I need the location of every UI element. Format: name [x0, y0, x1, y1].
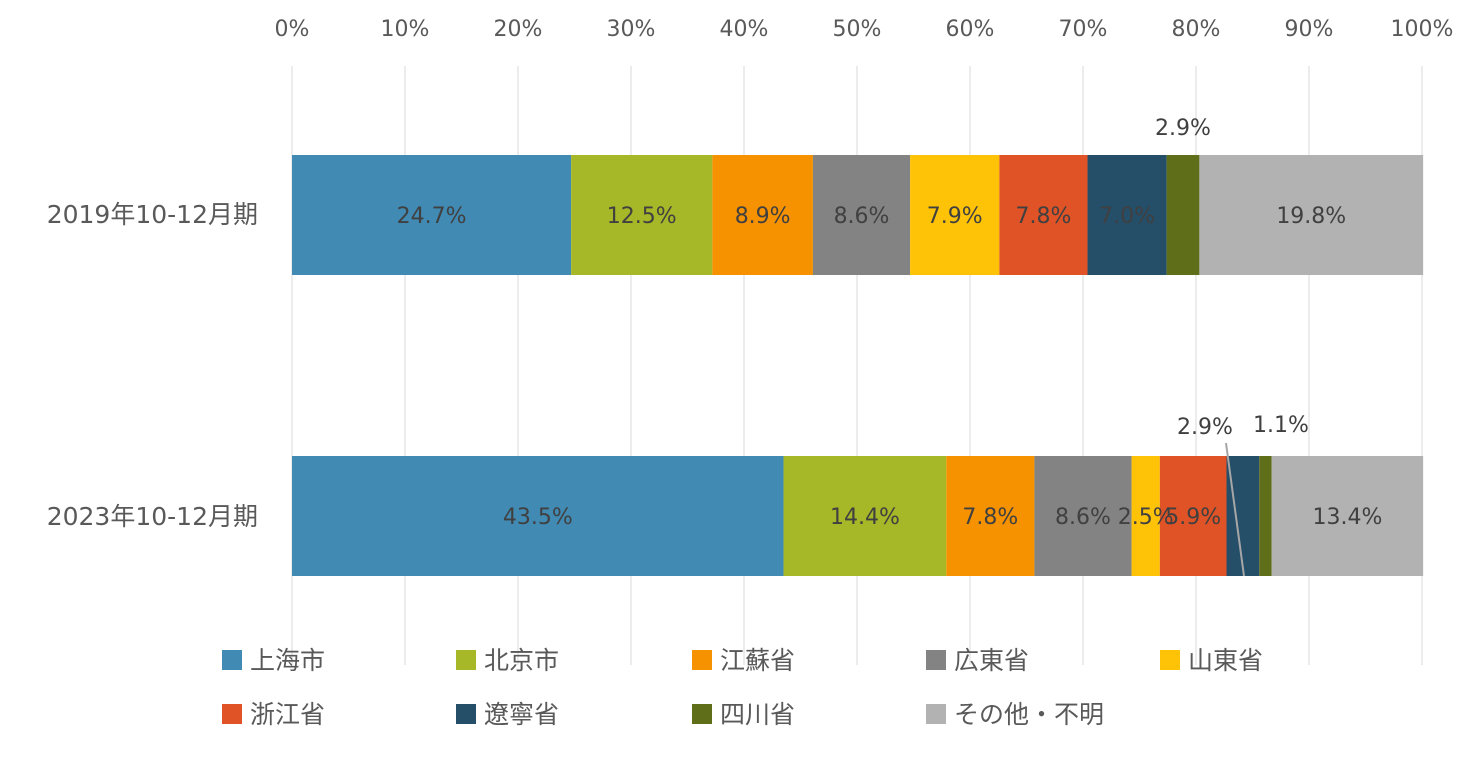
- legend-swatch: [1160, 650, 1180, 670]
- x-tick-label: 40%: [720, 17, 769, 42]
- x-tick-label: 0%: [275, 17, 310, 42]
- data-label: 7.0%: [1099, 204, 1155, 229]
- data-label: 2.9%: [1177, 415, 1233, 440]
- bar-segment: [712, 155, 813, 275]
- x-tick-label: 90%: [1285, 17, 1334, 42]
- leader-line: [1225, 442, 1245, 577]
- bar-segment: [571, 155, 713, 275]
- x-tick-label: 70%: [1059, 17, 1108, 42]
- category-label: 2019年10-12月期: [47, 200, 258, 229]
- x-tick-label: 60%: [946, 17, 995, 42]
- legend-swatch: [456, 650, 476, 670]
- category-labels: 2019年10-12月期 2023年10-12月期: [47, 200, 258, 531]
- legend-label: 広東省: [954, 646, 1029, 675]
- data-label: 8.6%: [1055, 505, 1111, 530]
- bar-segment: [1131, 456, 1160, 576]
- data-label: 2.9%: [1155, 116, 1211, 141]
- x-tick-label: 10%: [381, 17, 430, 42]
- legend-label: 遼寧省: [484, 700, 559, 729]
- bar-segment: [1166, 155, 1200, 275]
- legend-label: 浙江省: [250, 700, 325, 729]
- data-label: 12.5%: [607, 204, 677, 229]
- data-label: 7.9%: [927, 204, 983, 229]
- x-axis-tick-labels: 0% 10% 20% 30% 40% 50% 60% 70% 80% 90% 100%: [275, 17, 1454, 42]
- data-label: 14.4%: [830, 505, 900, 530]
- data-label: 5.9%: [1165, 505, 1221, 530]
- x-tick-label: 30%: [607, 17, 656, 42]
- bar-segment: [999, 155, 1088, 275]
- bar-segment: [1271, 456, 1424, 576]
- x-tick-label: 20%: [494, 17, 543, 42]
- legend-label: その他・不明: [954, 700, 1104, 729]
- data-label: 7.8%: [962, 505, 1018, 530]
- bar-segment: [1034, 456, 1132, 576]
- data-label: 24.7%: [397, 204, 467, 229]
- x-tick-label: 50%: [833, 17, 882, 42]
- bar-segment: [292, 456, 784, 576]
- legend-label: 北京市: [484, 646, 559, 675]
- data-label: 8.6%: [834, 204, 890, 229]
- legend-swatch: [926, 650, 946, 670]
- bar-segment: [1226, 456, 1260, 576]
- legend-label: 江蘇省: [720, 646, 795, 675]
- legend-swatch: [222, 704, 242, 724]
- data-label: 19.8%: [1276, 204, 1346, 229]
- legend-swatch: [926, 704, 946, 724]
- bars: [292, 155, 1424, 576]
- legend-swatch: [456, 704, 476, 724]
- legend-swatch: [692, 650, 712, 670]
- bar-segment: [910, 155, 1000, 275]
- bar-segment: [1159, 456, 1227, 576]
- legend-swatch: [222, 650, 242, 670]
- x-tick-label: 100%: [1391, 17, 1454, 42]
- legend-swatch: [692, 704, 712, 724]
- bar-segment: [1199, 155, 1424, 275]
- data-label: 8.9%: [735, 204, 791, 229]
- bar-segment: [1259, 456, 1272, 576]
- bar-segment: [1087, 155, 1167, 275]
- x-tick-label: 80%: [1172, 17, 1221, 42]
- data-label: 7.8%: [1015, 204, 1071, 229]
- category-label: 2023年10-12月期: [47, 502, 258, 531]
- bar-segment: [946, 456, 1035, 576]
- bar-segment: [783, 456, 947, 576]
- data-label: 1.1%: [1253, 413, 1309, 438]
- data-label: 13.4%: [1312, 505, 1382, 530]
- legend-label: 上海市: [250, 646, 325, 675]
- bar-segment: [812, 155, 911, 275]
- bar-segment: [292, 155, 572, 275]
- legend-label: 山東省: [1188, 646, 1263, 675]
- data-labels: 24.7% 12.5% 8.9% 8.6% 7.9% 7.8% 7.0% 2.9% 19.8% 4…: [397, 116, 1382, 577]
- legend-label: 四川省: [720, 700, 795, 729]
- data-label: 2.5%: [1118, 505, 1174, 530]
- data-label: 43.5%: [503, 505, 573, 530]
